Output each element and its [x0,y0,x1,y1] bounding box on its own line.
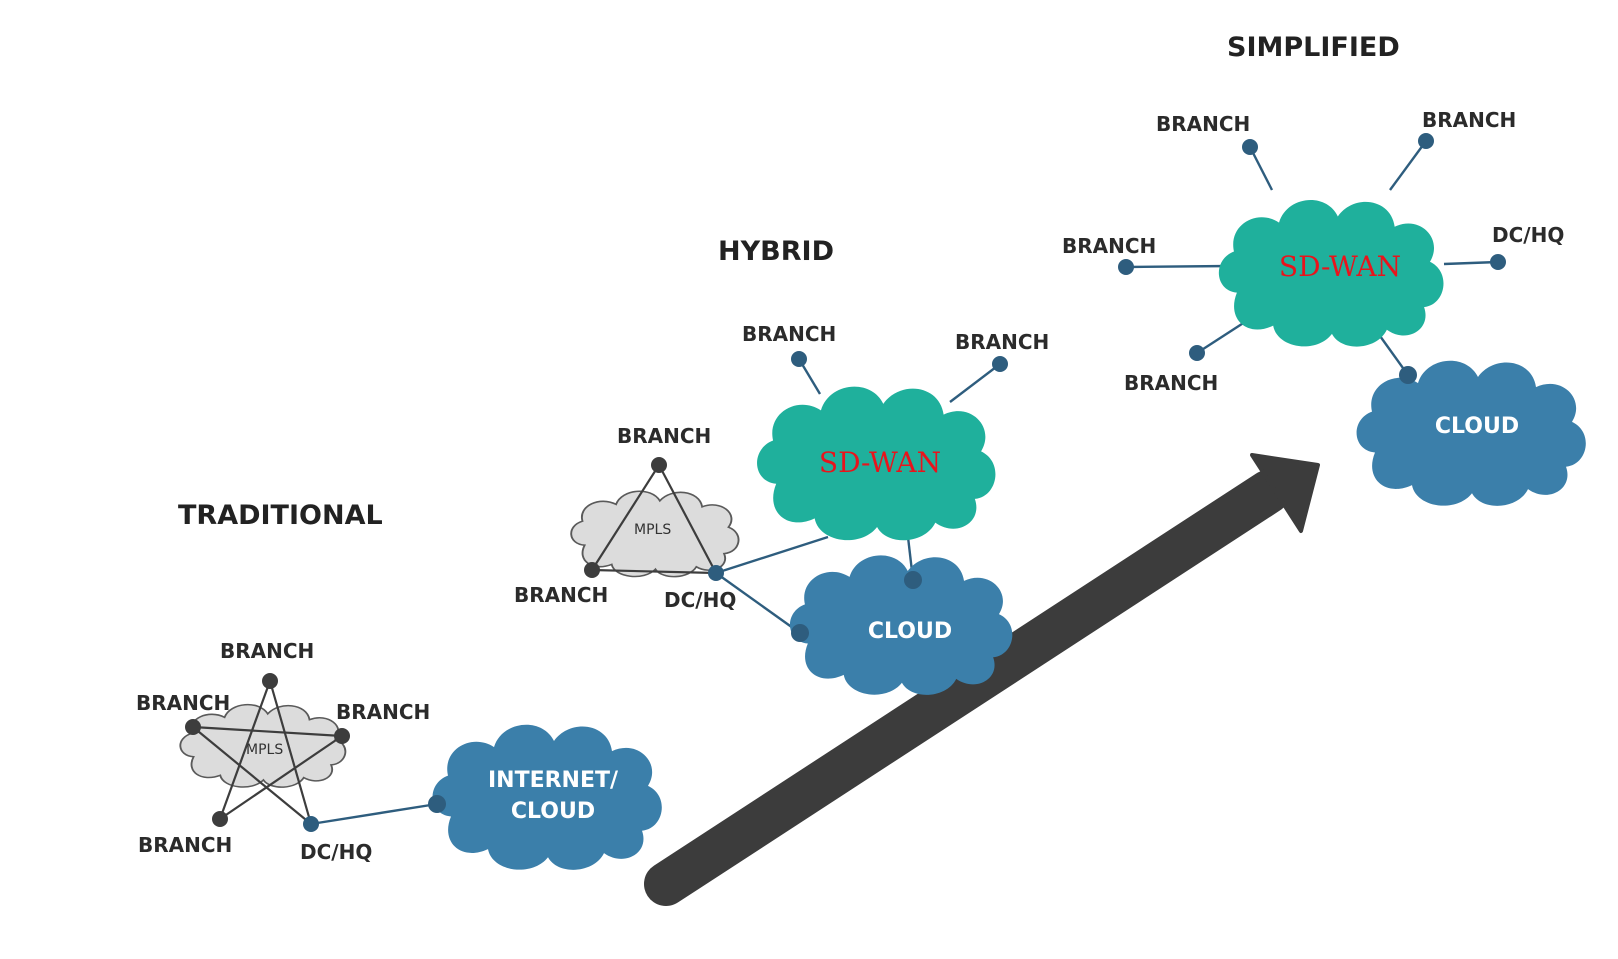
hybrid-sdwan-branch-right-node [992,356,1008,372]
simplified-title: SIMPLIFIED [1227,32,1400,63]
hybrid-cloud-node [791,624,809,642]
hybrid-section: HYBRID MPLS BRANCH BRANCH DC/HQ [514,236,1049,695]
simplified-branch-top-right-node [1418,133,1434,149]
traditional-internet-label-line1: INTERNET/ [488,768,619,793]
traditional-branch-left-node [185,719,201,735]
traditional-branch-right-label: BRANCH [336,700,430,724]
progress-arrow [644,453,1320,906]
traditional-dchq-node [303,816,319,832]
hybrid-dchq-node [708,565,724,581]
traditional-mpls-label: MPLS [246,742,283,758]
traditional-title: TRADITIONAL [178,500,383,531]
simplified-branch-top-right-label: BRANCH [1422,108,1516,132]
simplified-branch-top-left-label: BRANCH [1156,112,1250,136]
traditional-dchq-label: DC/HQ [300,840,372,864]
simplified-dchq-node [1490,254,1506,270]
arrow-up-right-icon [644,470,1290,906]
traditional-mesh-links [192,680,343,825]
simplified-sdwan-label: SD-WAN [1279,250,1401,283]
traditional-branch-top-label: BRANCH [220,639,314,663]
traditional-section: TRADITIONAL MPLS BRANCH BRANCH BRANCH BR… [136,500,662,870]
traditional-branch-bottom-label: BRANCH [138,833,232,857]
hybrid-sdwan-branch-left-label: BRANCH [742,322,836,346]
hybrid-title: HYBRID [718,236,834,267]
hybrid-dchq-label: DC/HQ [664,588,736,612]
traditional-branch-top-node [262,673,278,689]
hybrid-mpls-label: MPLS [634,522,671,538]
traditional-branch-left-label: BRANCH [136,691,230,715]
hybrid-mpls-branch-bottom-node [584,562,600,578]
hybrid-mpls-branch-top-label: BRANCH [617,424,711,448]
simplified-branch-left-node [1118,259,1134,275]
simplified-branch-left-label: BRANCH [1062,234,1156,258]
simplified-section: SIMPLIFIED CLOUD SD-WAN BRANCH BRANCH [1062,32,1586,506]
simplified-branch-top-left-node [1242,139,1258,155]
hybrid-mpls-branch-top-node [651,457,667,473]
simplified-branch-bottom-left-node [1189,345,1205,361]
simplified-branch-bottom-left-label: BRANCH [1124,371,1218,395]
hybrid-sdwan-branch-right-label: BRANCH [955,330,1049,354]
traditional-branch-bottom-node [212,811,228,827]
hybrid-cloud-label: CLOUD [868,619,952,644]
traditional-internet-node [428,795,446,813]
arrow-head [1250,453,1320,533]
hybrid-sdwan-label: SD-WAN [819,446,941,479]
traditional-internet-label-line2: CLOUD [511,799,595,824]
simplified-cloud-label: CLOUD [1435,414,1519,439]
simplified-dchq-label: DC/HQ [1492,223,1564,247]
hybrid-sdwan-cloud-node [904,571,922,589]
hybrid-mpls-links [591,464,717,575]
traditional-internet-cloud [432,724,662,870]
hybrid-sdwan-branch-left-node [791,351,807,367]
hybrid-mpls-branch-bottom-label: BRANCH [514,583,608,607]
traditional-branch-right-node [334,728,350,744]
traditional-dchq-internet-link [310,802,438,826]
simplified-cloud-node [1399,366,1417,384]
